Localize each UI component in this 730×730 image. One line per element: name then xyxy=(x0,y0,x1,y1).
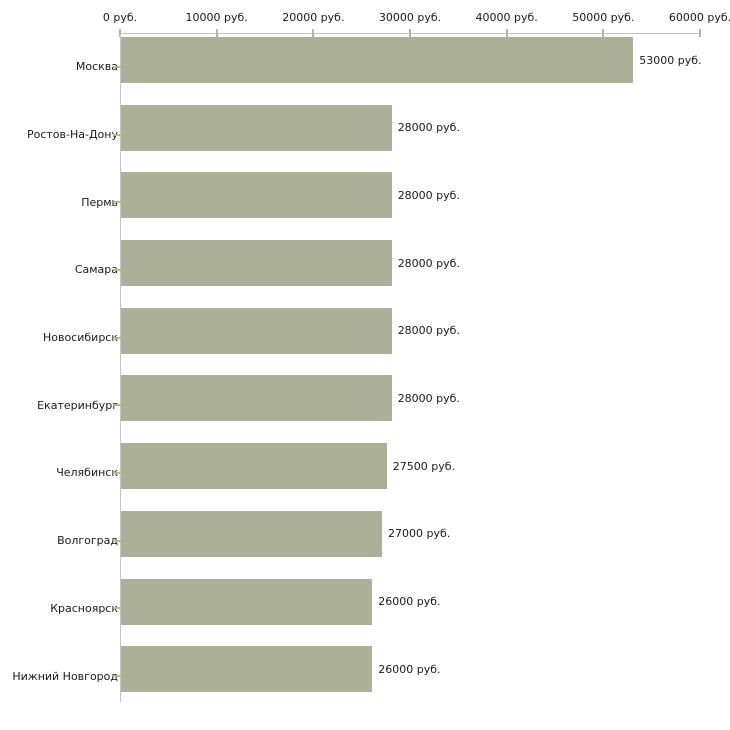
bar-wrap: 28000 руб. xyxy=(121,172,730,219)
category-label: Пермь xyxy=(81,195,118,209)
category-label: Нижний Новгород xyxy=(12,669,118,683)
bar-wrap: 27000 руб. xyxy=(121,510,730,557)
bar xyxy=(121,578,373,625)
x-tick-mark xyxy=(312,29,315,37)
value-label: 26000 руб. xyxy=(378,662,441,676)
bar-wrap: 53000 руб. xyxy=(121,37,730,83)
y-tick-mark xyxy=(113,675,121,678)
bar xyxy=(121,37,634,83)
y-tick-mark xyxy=(113,404,121,407)
y-tick-mark xyxy=(113,201,121,204)
category-label: Самара xyxy=(74,263,118,277)
value-label: 26000 руб. xyxy=(378,595,441,608)
category-label: Москва xyxy=(75,60,118,74)
bar-row: Красноярск 26000 руб. xyxy=(0,575,730,643)
y-tick-mark xyxy=(113,539,121,542)
value-label: 27000 руб. xyxy=(388,527,451,541)
value-label: 28000 руб. xyxy=(397,391,460,405)
bar xyxy=(121,510,382,557)
value-label: 27500 руб. xyxy=(392,459,456,473)
x-tick-label: 40000 руб. xyxy=(475,11,538,24)
bar-wrap: 28000 руб. xyxy=(121,104,730,151)
y-tick-mark xyxy=(113,607,121,610)
y-tick-mark xyxy=(113,471,121,474)
bar xyxy=(121,375,392,422)
x-tick-label: 20000 руб. xyxy=(282,11,345,24)
bar xyxy=(121,172,392,219)
y-tick-mark xyxy=(113,336,121,339)
bar-wrap: 28000 руб. xyxy=(121,240,730,287)
bar-row: Москва 53000 руб. xyxy=(0,33,730,101)
y-tick-mark xyxy=(113,268,121,271)
category-label: Ростов-На-Дону xyxy=(26,128,118,142)
bar-row: Ростов-На-Дону 28000 руб. xyxy=(0,101,730,169)
category-label: Челябинск xyxy=(56,466,118,480)
value-label: 28000 руб. xyxy=(397,324,460,338)
category-label: Екатеринбург xyxy=(37,398,118,412)
y-tick-mark xyxy=(113,133,121,136)
bar xyxy=(121,307,392,354)
x-tick-mark xyxy=(505,29,508,37)
bar-wrap: 28000 руб. xyxy=(121,307,730,354)
bar-wrap: 27500 руб. xyxy=(121,443,730,490)
bar-row: Челябинск 27500 руб. xyxy=(0,439,730,507)
bar-row: Нижний Новгород 26000 руб. xyxy=(0,642,730,710)
value-label: 53000 руб. xyxy=(639,53,702,67)
x-tick-mark xyxy=(409,29,411,37)
category-label: Красноярск xyxy=(50,601,118,615)
bar-wrap: 26000 руб. xyxy=(121,578,730,625)
y-axis-line xyxy=(120,33,121,702)
bar-wrap: 28000 руб. xyxy=(121,375,730,422)
value-label: 28000 руб. xyxy=(397,256,460,270)
bar-row: Самара 28000 руб. xyxy=(0,236,730,304)
bar-row: Пермь 28000 руб. xyxy=(0,168,730,236)
x-tick-label: 10000 руб. xyxy=(185,11,248,24)
bar-wrap: 26000 руб. xyxy=(121,646,730,693)
bar xyxy=(121,646,373,693)
x-tick-mark xyxy=(602,29,605,37)
x-tick-mark xyxy=(699,29,701,37)
bar xyxy=(121,104,392,151)
x-tick-label: 50000 руб. xyxy=(572,11,635,24)
value-label: 28000 руб. xyxy=(397,188,460,202)
category-label: Новосибирск xyxy=(42,331,118,345)
y-tick-mark xyxy=(113,65,121,68)
bar-row: Новосибирск 28000 руб. xyxy=(0,304,730,372)
bar xyxy=(121,443,387,490)
bar-row: Екатеринбург 28000 руб. xyxy=(0,371,730,439)
value-label: 28000 руб. xyxy=(397,121,460,135)
category-label: Волгоград xyxy=(57,534,118,548)
x-tick-mark xyxy=(215,29,218,37)
bar xyxy=(121,240,392,287)
x-tick-label: 30000 руб. xyxy=(378,11,442,24)
bars-container: Москва 53000 руб. Ростов-На-Дону 28000 руб.… xyxy=(0,33,730,710)
bar-row: Волгоград 27000 руб. xyxy=(0,507,730,575)
x-tick-label: 0 руб. xyxy=(102,11,138,24)
x-tick-label: 60000 руб. xyxy=(668,11,730,24)
